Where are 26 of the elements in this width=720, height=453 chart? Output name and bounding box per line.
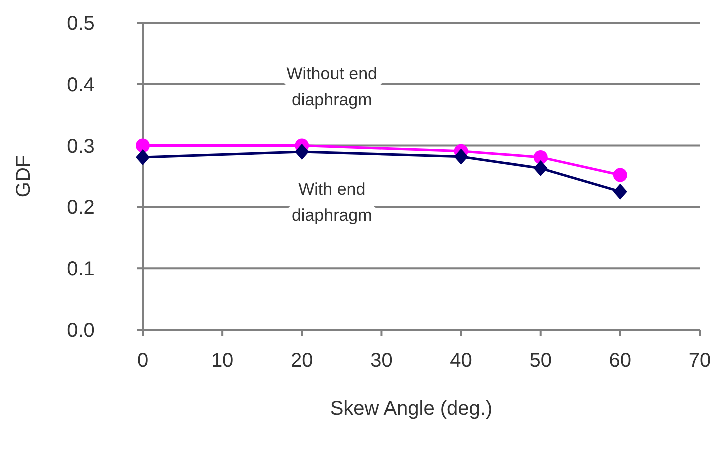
annotation: With end diaphragm	[292, 180, 372, 226]
point	[534, 160, 548, 177]
x-tick-label: 50	[530, 350, 552, 372]
y-tick-label: 0.2	[67, 197, 95, 220]
point	[136, 138, 150, 153]
point	[613, 168, 628, 182]
y-tick-label: 0.5	[67, 13, 95, 35]
x-axis-title: Skew Angle (deg.)	[330, 398, 493, 420]
point	[534, 150, 548, 164]
y-tick-label: 0.1	[67, 258, 95, 281]
x-tick-label: 0	[137, 350, 149, 372]
point	[613, 184, 628, 200]
x-tick-label: 40	[450, 350, 472, 372]
x-tick-label: 60	[609, 350, 632, 372]
point	[454, 148, 468, 165]
point	[136, 149, 150, 166]
y-tick-label: 0.0	[67, 320, 95, 342]
x-tick-label: 20	[291, 350, 314, 372]
x-tick-label: 10	[211, 350, 234, 372]
annotation: Without end diaphragm	[286, 64, 378, 110]
y-tick-label: 0.4	[67, 74, 95, 96]
point	[295, 144, 310, 160]
x-tick-label: 30	[370, 350, 393, 372]
y-axis-title: GDF	[13, 155, 35, 198]
x-tick-label: 70	[688, 350, 712, 372]
y-tick-label: 0.3	[67, 136, 95, 158]
